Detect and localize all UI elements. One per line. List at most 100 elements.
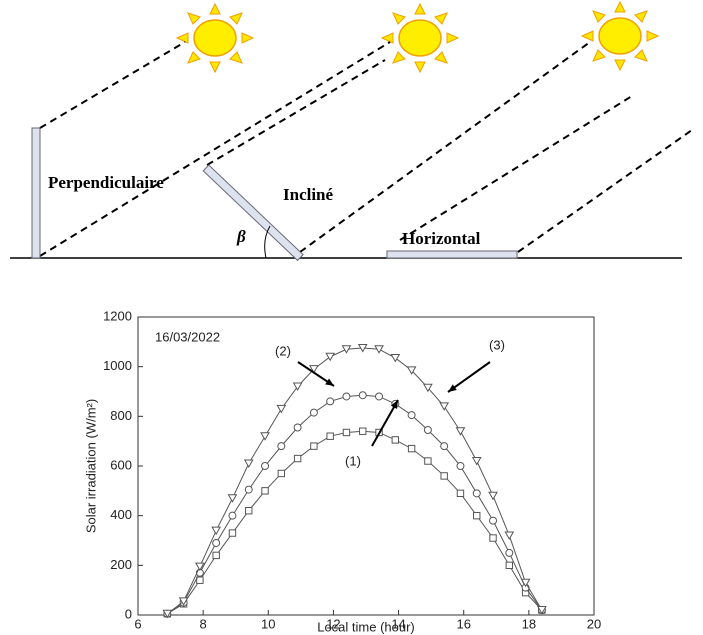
- annotation: (1): [345, 453, 361, 468]
- marker: [471, 457, 482, 466]
- marker: [505, 561, 514, 570]
- marker: [391, 436, 400, 444]
- y-tick-label: 200: [110, 557, 132, 572]
- x-tick-label: 16: [456, 616, 470, 631]
- marker: [245, 507, 253, 515]
- marker: [228, 529, 237, 537]
- panel-label: Incliné: [283, 185, 334, 204]
- marker: [407, 411, 416, 420]
- marker: [455, 427, 466, 436]
- marker: [504, 531, 515, 541]
- inclined-panel: [202, 164, 304, 262]
- marker: [195, 562, 205, 572]
- arrow-head: [325, 378, 334, 386]
- x-tick-label: 6: [134, 616, 141, 631]
- marker: [244, 485, 253, 494]
- panel-label: Horizontal: [402, 229, 481, 248]
- marker: [537, 606, 547, 615]
- sun: [581, 1, 659, 71]
- marker: [293, 423, 302, 432]
- marker: [326, 397, 335, 406]
- marker: [390, 353, 401, 363]
- marker: [520, 578, 531, 588]
- date-label: 16/03/2022: [155, 329, 220, 344]
- y-tick-label: 400: [110, 507, 132, 522]
- marker: [196, 576, 204, 584]
- chart: 16/03/2022 Local time (hour) Solar irrad…: [83, 316, 595, 634]
- arrow-head: [448, 384, 457, 392]
- x-tick-label: 12: [326, 616, 340, 631]
- panel-label: Perpendiculaire: [48, 173, 164, 192]
- y-tick-label: 800: [110, 408, 132, 423]
- x-axis-title: Local time (hour): [317, 619, 415, 634]
- annotation: (2): [275, 343, 291, 358]
- marker: [276, 404, 287, 414]
- marker: [326, 432, 334, 440]
- y-tick-label: 1000: [103, 358, 132, 373]
- marker: [227, 494, 238, 503]
- sun-ray: [39, 41, 391, 257]
- x-tick-label: 14: [391, 616, 405, 631]
- marker: [489, 534, 497, 542]
- marker: [243, 459, 254, 469]
- marker: [456, 462, 465, 470]
- marker: [423, 383, 433, 393]
- x-tick-label: 20: [587, 616, 601, 631]
- marker: [359, 427, 367, 435]
- marker: [292, 382, 303, 392]
- y-tick-label: 600: [110, 457, 132, 472]
- marker: [342, 428, 351, 437]
- marker: [473, 511, 481, 520]
- marker: [211, 526, 222, 536]
- annotation-arrow: [371, 399, 399, 447]
- annotation-arrow: [447, 361, 491, 393]
- series-line: [167, 347, 543, 615]
- x-tick-label: 10: [261, 616, 275, 631]
- sun-ray: [299, 41, 591, 253]
- marker: [212, 538, 221, 547]
- angle-arc: [264, 225, 271, 259]
- marker: [261, 487, 269, 495]
- marker: [505, 548, 514, 557]
- marker: [261, 462, 270, 470]
- marker: [277, 469, 286, 478]
- sun: [176, 3, 254, 73]
- marker: [260, 432, 270, 441]
- series-line: [167, 430, 543, 615]
- marker: [440, 442, 449, 451]
- marker: [375, 392, 384, 401]
- angle-label: β: [236, 227, 246, 246]
- sun-ray: [517, 129, 693, 253]
- marker: [440, 472, 448, 480]
- marker: [439, 402, 450, 411]
- marker: [342, 392, 351, 401]
- y-tick-label: 1200: [103, 308, 132, 323]
- marker: [472, 489, 481, 498]
- marker: [406, 366, 417, 375]
- marker: [488, 491, 498, 501]
- horizontal-panel: [386, 250, 518, 259]
- x-tick-label: 18: [522, 616, 536, 631]
- sun: [381, 3, 459, 73]
- marker: [293, 454, 302, 463]
- x-tick-label: 8: [200, 616, 207, 631]
- marker: [374, 345, 384, 354]
- marker: [489, 516, 498, 525]
- sun-ray: [39, 41, 186, 129]
- marker: [424, 457, 432, 465]
- marker: [277, 442, 286, 451]
- marker: [178, 597, 189, 606]
- arrow-head: [390, 400, 398, 409]
- annotation: (3): [489, 337, 505, 352]
- marker: [407, 444, 416, 453]
- perpendicular-panel: [31, 127, 41, 259]
- marker: [228, 511, 237, 520]
- marker: [162, 609, 173, 619]
- sun-ray: [206, 59, 386, 166]
- series-line: [167, 394, 543, 615]
- marker: [212, 551, 220, 560]
- marker: [325, 352, 336, 362]
- marker: [456, 489, 465, 498]
- marker: [423, 425, 432, 434]
